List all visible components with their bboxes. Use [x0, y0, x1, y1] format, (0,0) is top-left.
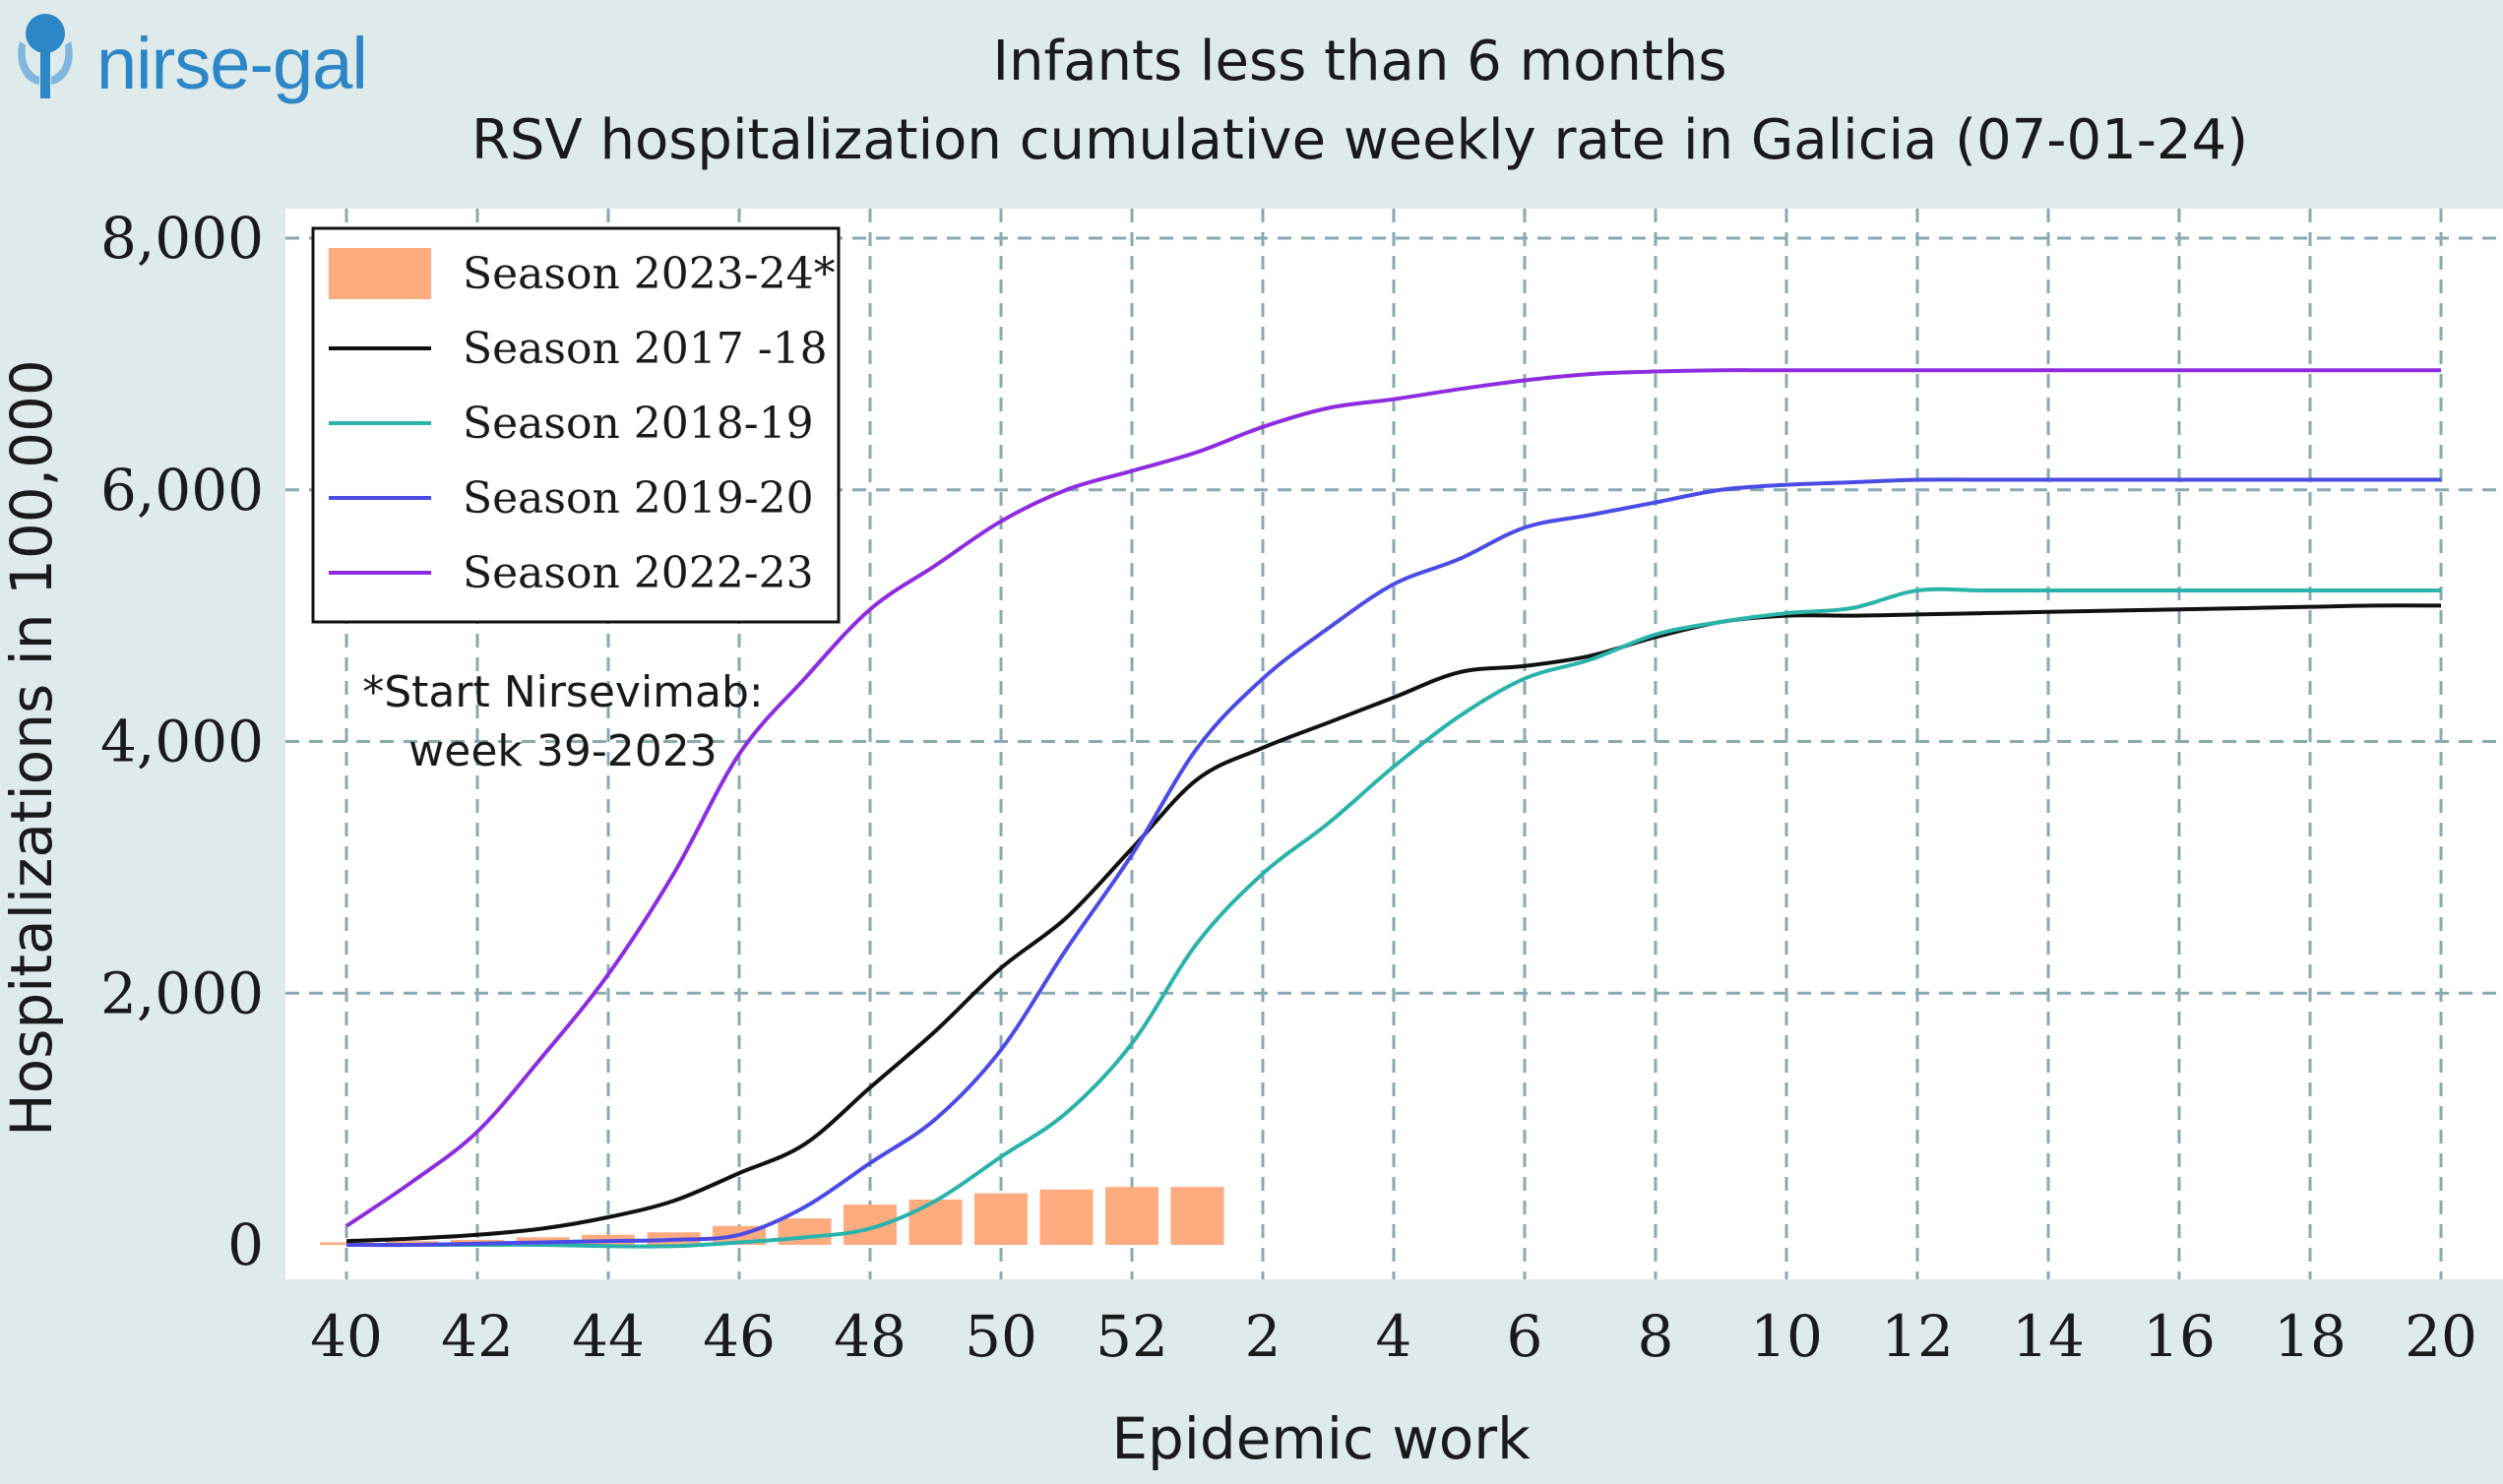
lines [344, 368, 2442, 1249]
logo: nirse-gal [10, 8, 443, 116]
legend: Season 2023-24* Season 2017 -18 Season 201… [311, 226, 841, 624]
x-tick-labels: 40 42 44 46 48 50 52 2 4 6 8 10 12 14 16 18 20 [310, 1303, 2477, 1370]
annotation-line-1: *Start Nirsevimab: [362, 667, 764, 717]
x-tick-label: 10 [1750, 1303, 1823, 1370]
legend-label: Season 2019-20 [463, 473, 814, 524]
series-line-1 [346, 587, 2441, 1249]
x-tick-label: 46 [703, 1303, 776, 1370]
bar-week-52 [1105, 1187, 1158, 1245]
y-tick-label: 4,000 [100, 709, 264, 775]
y-axis-label: Hospitalizations in 100,000 [0, 359, 65, 1137]
bar-week-51 [1039, 1189, 1094, 1245]
x-tick-label: 2 [1245, 1303, 1282, 1370]
x-axis-label: Epidemic work [1111, 1405, 1531, 1472]
x-tick-label: 6 [1507, 1303, 1543, 1370]
annotation-line-2: week 39-2023 [408, 726, 717, 776]
x-tick-label: 50 [965, 1303, 1037, 1370]
bar-week-1 [1170, 1187, 1224, 1245]
syringe-icon [18, 14, 73, 98]
y-tick-label: 0 [227, 1211, 264, 1278]
x-tick-label: 42 [441, 1303, 514, 1370]
legend-label: Season 2023-24* [463, 249, 836, 299]
x-tick-label: 52 [1095, 1303, 1168, 1370]
x-tick-label: 48 [834, 1303, 907, 1370]
series-line-0 [345, 603, 2442, 1244]
series-line-3 [344, 368, 2441, 1228]
legend-label: Season 2022-23 [463, 548, 814, 598]
chart-subtitle: RSV hospitalization cumulative weekly ra… [470, 108, 2249, 172]
x-tick-label: 18 [2274, 1303, 2347, 1370]
y-tick-label: 2,000 [100, 959, 264, 1026]
x-tick-label: 16 [2143, 1303, 2216, 1370]
legend-label: Season 2018-19 [463, 399, 814, 449]
legend-swatch-bar [329, 248, 431, 299]
x-tick-label: 4 [1376, 1303, 1412, 1370]
x-tick-label: 44 [572, 1303, 645, 1370]
legend-label: Season 2017 -18 [463, 324, 828, 374]
x-tick-label: 20 [2405, 1303, 2477, 1370]
bar-week-49 [908, 1199, 963, 1245]
x-tick-label: 14 [2012, 1303, 2085, 1370]
x-tick-label: 12 [1881, 1303, 1954, 1370]
y-tick-label: 8,000 [100, 205, 264, 272]
logo-text: nirse-gal [96, 23, 368, 104]
bar-week-48 [844, 1205, 897, 1245]
bar-week-50 [974, 1193, 1028, 1245]
x-tick-label: 40 [310, 1303, 383, 1370]
chart-title: Infants less than 6 months [992, 30, 1727, 93]
series-line-2 [345, 477, 2442, 1248]
x-tick-label: 8 [1638, 1303, 1674, 1370]
y-tick-labels: 0 2,000 4,000 6,000 8,000 [100, 205, 264, 1278]
y-tick-label: 6,000 [100, 457, 264, 524]
